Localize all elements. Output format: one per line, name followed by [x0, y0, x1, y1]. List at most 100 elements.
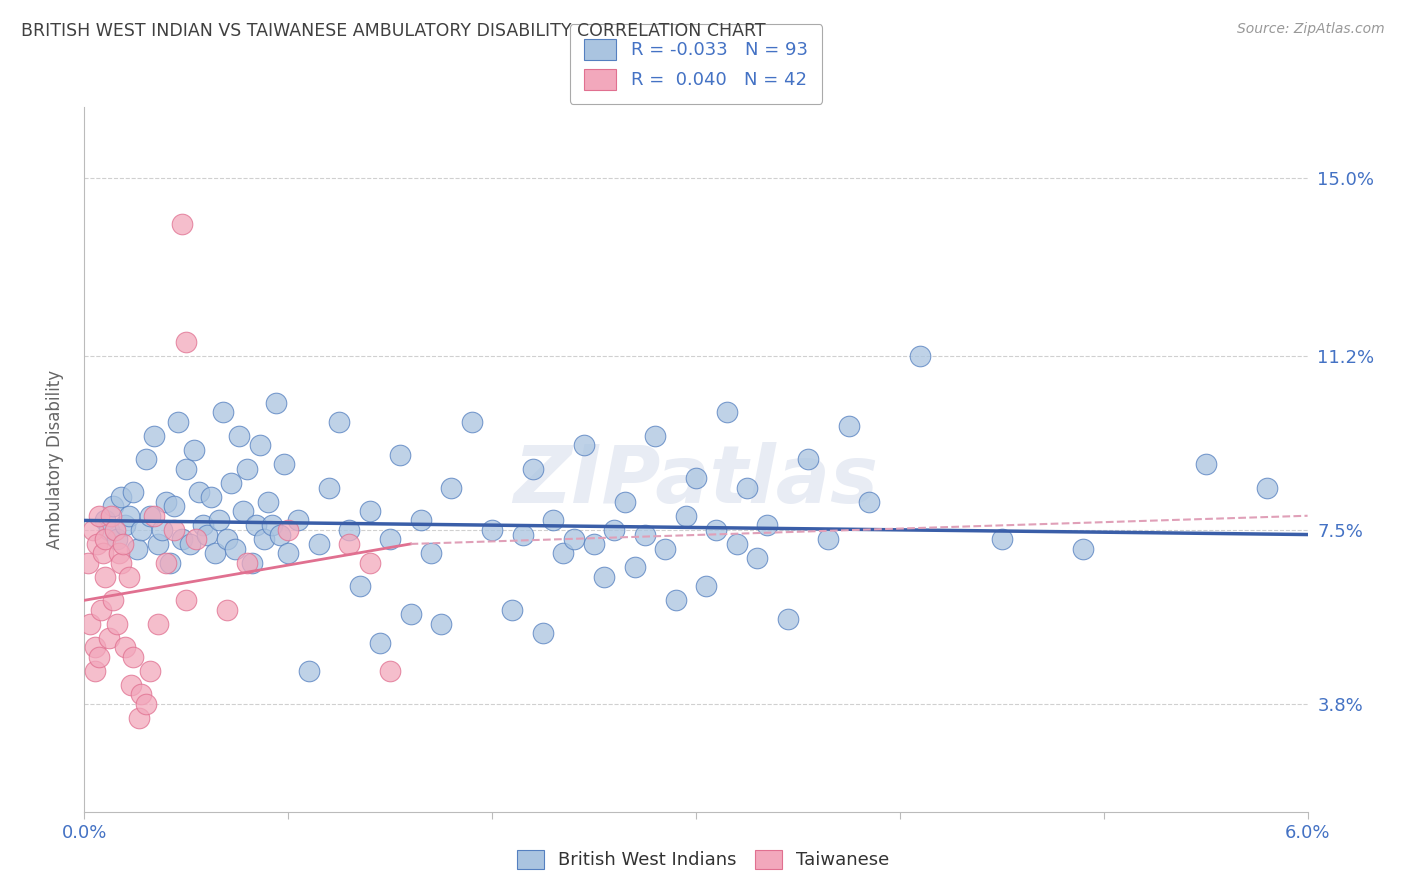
- Point: [706, 523, 728, 537]
- Point: [257, 494, 280, 508]
- Point: [86, 537, 108, 551]
- Point: [654, 541, 676, 556]
- Point: [273, 457, 295, 471]
- Point: [359, 504, 381, 518]
- Point: [217, 603, 239, 617]
- Point: [195, 527, 218, 541]
- Point: [101, 593, 124, 607]
- Point: [163, 523, 186, 537]
- Point: [440, 481, 463, 495]
- Point: [174, 334, 197, 349]
- Point: [186, 533, 208, 547]
- Text: BRITISH WEST INDIAN VS TAIWANESE AMBULATORY DISABILITY CORRELATION CHART: BRITISH WEST INDIAN VS TAIWANESE AMBULAT…: [21, 22, 766, 40]
- Point: [522, 462, 544, 476]
- Point: [910, 349, 932, 363]
- Point: [146, 616, 169, 631]
- Point: [118, 570, 141, 584]
- Point: [817, 533, 839, 547]
- Point: [264, 396, 287, 410]
- Point: [461, 415, 484, 429]
- Point: [142, 508, 165, 523]
- Point: [142, 429, 165, 443]
- Point: [135, 697, 157, 711]
- Point: [217, 533, 239, 547]
- Text: ZIPatlas: ZIPatlas: [513, 442, 879, 519]
- Point: [308, 537, 330, 551]
- Point: [603, 523, 626, 537]
- Point: [543, 513, 565, 527]
- Point: [138, 664, 160, 678]
- Point: [135, 452, 157, 467]
- Point: [747, 551, 769, 566]
- Point: [183, 442, 205, 457]
- Point: [236, 462, 259, 476]
- Point: [159, 556, 181, 570]
- Point: [572, 438, 595, 452]
- Point: [735, 481, 758, 495]
- Point: [146, 537, 169, 551]
- Point: [277, 546, 299, 560]
- Point: [131, 523, 153, 537]
- Point: [1073, 541, 1095, 556]
- Point: [82, 523, 104, 537]
- Point: [249, 438, 271, 452]
- Point: [163, 500, 186, 514]
- Point: [644, 429, 666, 443]
- Point: [359, 556, 381, 570]
- Point: [481, 523, 503, 537]
- Point: [93, 570, 115, 584]
- Point: [725, 537, 748, 551]
- Point: [253, 533, 276, 547]
- Point: [219, 475, 242, 490]
- Point: [624, 560, 647, 574]
- Point: [97, 523, 120, 537]
- Point: [553, 546, 575, 560]
- Point: [224, 541, 246, 556]
- Point: [685, 471, 707, 485]
- Point: [339, 537, 361, 551]
- Point: [318, 481, 340, 495]
- Point: [179, 537, 201, 551]
- Point: [245, 518, 267, 533]
- Point: [110, 490, 132, 504]
- Point: [87, 649, 110, 664]
- Point: [131, 687, 153, 701]
- Point: [191, 518, 214, 533]
- Point: [380, 533, 402, 547]
- Point: [118, 508, 141, 523]
- Point: [236, 556, 259, 570]
- Point: [212, 405, 235, 419]
- Point: [87, 508, 110, 523]
- Point: [269, 527, 291, 541]
- Point: [122, 485, 145, 500]
- Point: [277, 523, 299, 537]
- Point: [128, 711, 150, 725]
- Point: [399, 607, 422, 622]
- Point: [204, 546, 226, 560]
- Point: [187, 485, 209, 500]
- Point: [91, 546, 114, 560]
- Point: [127, 541, 149, 556]
- Point: [339, 523, 361, 537]
- Point: [105, 533, 128, 547]
- Point: [675, 508, 697, 523]
- Point: [287, 513, 309, 527]
- Point: [155, 556, 177, 570]
- Point: [298, 664, 321, 678]
- Point: [138, 508, 160, 523]
- Point: [797, 452, 820, 467]
- Point: [101, 500, 124, 514]
- Point: [172, 533, 194, 547]
- Point: [90, 603, 112, 617]
- Point: [105, 616, 128, 631]
- Point: [167, 415, 190, 429]
- Point: [232, 504, 254, 518]
- Point: [368, 635, 391, 649]
- Point: [838, 419, 860, 434]
- Point: [93, 533, 115, 547]
- Point: [112, 537, 135, 551]
- Point: [122, 649, 145, 664]
- Point: [991, 533, 1014, 547]
- Point: [200, 490, 222, 504]
- Legend: R = -0.033   N = 93, R =  0.040   N = 42: R = -0.033 N = 93, R = 0.040 N = 42: [569, 24, 823, 104]
